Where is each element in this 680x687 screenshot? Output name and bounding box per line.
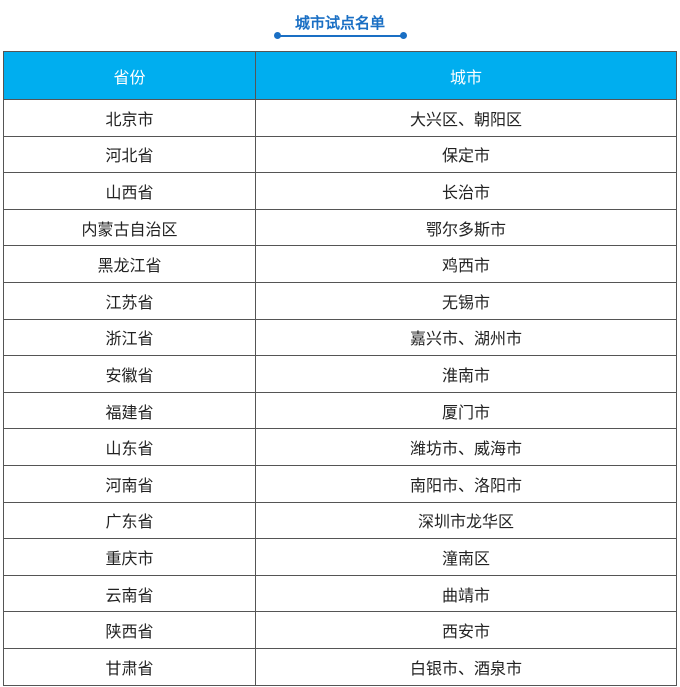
province-cell: 河南省 <box>3 464 256 503</box>
province-cell: 江苏省 <box>3 281 256 320</box>
city-cell: 厦门市 <box>255 391 677 430</box>
page-title: 城市试点名单 <box>294 14 385 32</box>
city-cell: 鸡西市 <box>255 245 677 283</box>
city-cell: 西安市 <box>255 611 677 649</box>
title-underline <box>277 35 404 37</box>
table-row: 内蒙古自治区 鄂尔多斯市 <box>3 208 677 247</box>
city-cell: 淮南市 <box>255 355 677 393</box>
city-cell: 嘉兴市、湖州市 <box>255 318 677 357</box>
table-row: 广东省 深圳市龙华区 <box>3 501 677 540</box>
table-row: 浙江省 嘉兴市、湖州市 <box>3 318 677 357</box>
province-cell: 山东省 <box>3 428 256 466</box>
province-cell: 甘肃省 <box>3 647 256 686</box>
province-cell: 内蒙古自治区 <box>3 208 256 247</box>
city-cell: 保定市 <box>255 135 677 174</box>
province-cell: 北京市 <box>3 99 256 137</box>
province-cell: 云南省 <box>3 574 256 613</box>
underline-dot-left <box>274 32 281 39</box>
city-cell: 潼南区 <box>255 538 677 576</box>
city-cell: 深圳市龙华区 <box>255 501 677 540</box>
city-cell: 白银市、酒泉市 <box>255 647 677 686</box>
city-cell: 潍坊市、威海市 <box>255 428 677 466</box>
table-row: 福建省 厦门市 <box>3 391 677 430</box>
province-cell: 河北省 <box>3 135 256 174</box>
header-province: 省份 <box>3 51 256 100</box>
province-cell: 浙江省 <box>3 318 256 357</box>
province-cell: 安徽省 <box>3 355 256 393</box>
table-row: 江苏省 无锡市 <box>3 281 677 320</box>
table-row: 河北省 保定市 <box>3 135 677 174</box>
city-cell: 长治市 <box>255 172 677 210</box>
table-row: 山西省 长治市 <box>3 172 677 210</box>
province-cell: 山西省 <box>3 172 256 210</box>
province-cell: 广东省 <box>3 501 256 540</box>
table-row: 陕西省 西安市 <box>3 611 677 649</box>
table-row: 山东省 潍坊市、威海市 <box>3 428 677 466</box>
table-row: 重庆市 潼南区 <box>3 538 677 576</box>
table-header-row: 省份 城市 <box>3 51 677 100</box>
table-row: 安徽省 淮南市 <box>3 355 677 393</box>
header-city: 城市 <box>255 51 677 100</box>
province-cell: 重庆市 <box>3 538 256 576</box>
table-row: 河南省 南阳市、洛阳市 <box>3 464 677 503</box>
city-cell: 无锡市 <box>255 281 677 320</box>
table-row: 甘肃省 白银市、酒泉市 <box>3 647 677 686</box>
city-cell: 大兴区、朝阳区 <box>255 99 677 137</box>
underline-dot-right <box>400 32 407 39</box>
city-cell: 曲靖市 <box>255 574 677 613</box>
province-cell: 福建省 <box>3 391 256 430</box>
city-cell: 南阳市、洛阳市 <box>255 464 677 503</box>
city-cell: 鄂尔多斯市 <box>255 208 677 247</box>
province-cell: 黑龙江省 <box>3 245 256 283</box>
table-row: 云南省 曲靖市 <box>3 574 677 613</box>
table-row: 北京市 大兴区、朝阳区 <box>3 99 677 137</box>
pilot-cities-table: 省份 城市 北京市 大兴区、朝阳区 河北省 保定市 山西省 长治市 内蒙古自治区 鄂尔多斯市黑… <box>3 51 677 686</box>
province-cell: 陕西省 <box>3 611 256 649</box>
table-row: 黑龙江省 鸡西市 <box>3 245 677 283</box>
